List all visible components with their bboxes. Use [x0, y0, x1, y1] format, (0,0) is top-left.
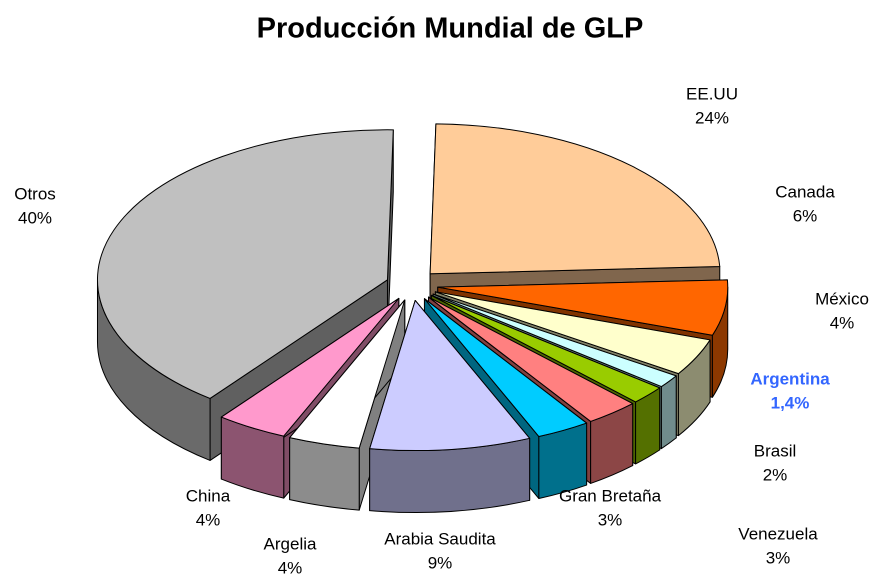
- slice-top: [289, 299, 406, 449]
- slice-label: México: [815, 289, 869, 308]
- slice-top: [432, 293, 677, 388]
- slice-label: China: [186, 486, 231, 505]
- slice-value-label: 3%: [766, 548, 791, 567]
- slice-top: [369, 299, 531, 451]
- slice-top: [434, 291, 711, 375]
- slice-top: [427, 296, 634, 422]
- slice-wall: [289, 437, 360, 511]
- chart-title: Producción Mundial de GLP: [257, 13, 644, 45]
- slice-value-label: 4%: [278, 558, 303, 577]
- slice-value-label: 3%: [598, 510, 623, 529]
- slice-top: [96, 129, 394, 399]
- slice-label: Otros: [14, 184, 56, 203]
- slice-label: Argentina: [750, 369, 830, 388]
- slice-value-label: 4%: [196, 510, 221, 529]
- slice-label: Arabia Saudita: [384, 529, 496, 548]
- slice-top: [437, 279, 729, 336]
- slice-label: Venezuela: [738, 524, 818, 543]
- slice-value-label: 24%: [695, 108, 729, 127]
- slice-value-label: 9%: [428, 553, 453, 572]
- slice-top: [423, 298, 588, 438]
- slice-value-label: 4%: [830, 313, 855, 332]
- slice-value-label: 2%: [763, 465, 788, 484]
- slice-value-label: 6%: [793, 206, 818, 225]
- slice-label: Argelia: [264, 534, 317, 553]
- slice-top: [220, 297, 400, 437]
- slice-label: EE.UU: [686, 84, 738, 103]
- slice-wall: [660, 375, 677, 450]
- slice-label: Brasil: [754, 441, 797, 460]
- slice-top: [429, 123, 721, 275]
- slice-value-label: 40%: [18, 208, 52, 227]
- slice: [369, 299, 531, 513]
- slice-top: [430, 294, 661, 403]
- slice-value-label: 1,4%: [771, 393, 810, 412]
- slice-label: Canada: [775, 182, 835, 201]
- slice-label: Gran Bretaña: [559, 486, 662, 505]
